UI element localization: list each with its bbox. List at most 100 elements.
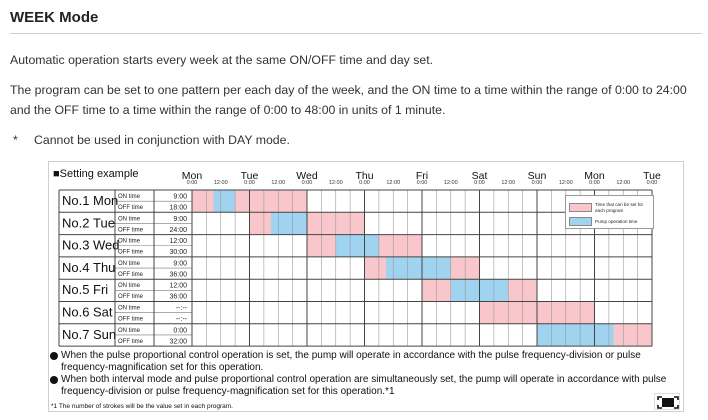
off-time-value: 24:00 bbox=[169, 227, 187, 234]
program-number: No.2 bbox=[62, 215, 89, 230]
hour-label: 0:00 bbox=[416, 180, 428, 186]
program-day: Sun bbox=[93, 327, 116, 342]
bullet-dot-icon bbox=[50, 376, 58, 384]
day-label: Wed bbox=[296, 170, 318, 182]
off-time-value: 36:00 bbox=[169, 271, 187, 278]
on-time-value: 0:00 bbox=[173, 327, 187, 334]
day-label: Thu bbox=[355, 170, 374, 182]
on-time-value: 9:00 bbox=[173, 216, 187, 223]
setting-example-figure: No.1 Mon ON time OFF time 9:00 18:00 No.2 Tue ON… bbox=[48, 161, 684, 412]
on-time-label: ON time bbox=[118, 261, 141, 267]
on-time-label: ON time bbox=[118, 194, 141, 200]
day-label: Fri bbox=[415, 170, 429, 182]
legend-item-operation: Pump operation time bbox=[569, 216, 653, 228]
day-label: Tue bbox=[643, 170, 661, 182]
program-day: Thu bbox=[93, 260, 115, 275]
on-time-label: ON time bbox=[118, 216, 141, 222]
off-time-label: OFF time bbox=[118, 250, 144, 256]
legend-operation-label: Pump operation time bbox=[595, 219, 638, 224]
legend-settable-label: Time that can be set for each program bbox=[595, 202, 644, 213]
bullet-dot-icon bbox=[50, 352, 58, 360]
program-number: No.6 bbox=[62, 305, 89, 320]
on-time-value: 12:00 bbox=[169, 238, 187, 245]
off-time-value: --:-- bbox=[176, 316, 188, 323]
hour-label: 0:00 bbox=[244, 180, 255, 186]
operation-swatch bbox=[569, 217, 592, 226]
program-day: Sat bbox=[93, 305, 113, 320]
hour-label: 0:00 bbox=[474, 180, 485, 186]
figure-title: ■Setting example bbox=[53, 168, 139, 180]
hour-label: 0:00 bbox=[301, 180, 313, 186]
day-label: Sun bbox=[527, 170, 547, 182]
program-day: Fri bbox=[93, 282, 108, 297]
operation-bar bbox=[213, 190, 236, 213]
hour-label: 0:00 bbox=[646, 180, 658, 186]
on-time-label: ON time bbox=[118, 283, 141, 289]
program-number: No.1 bbox=[62, 193, 89, 208]
off-time-label: OFF time bbox=[118, 294, 144, 300]
hour-label: 12:00 bbox=[616, 180, 631, 186]
program-day: Tue bbox=[93, 215, 115, 230]
off-time-label: OFF time bbox=[118, 272, 144, 278]
fullscreen-button[interactable] bbox=[654, 393, 680, 410]
bullet-item: When the pulse proportional control oper… bbox=[49, 350, 683, 374]
program-number: No.7 bbox=[62, 327, 89, 342]
hour-label: 0:00 bbox=[359, 180, 370, 186]
hour-label: 12:00 bbox=[443, 180, 458, 186]
intro-paragraph: Automatic operation starts every week at… bbox=[10, 53, 434, 67]
bullet-text: When the pulse proportional control oper… bbox=[61, 350, 641, 373]
hour-label: 0:00 bbox=[531, 180, 543, 186]
day-label: Mon bbox=[181, 170, 203, 182]
bullet-item: When both interval mode and pulse propor… bbox=[49, 374, 683, 398]
day-label: Tue bbox=[240, 170, 259, 182]
on-time-value: 9:00 bbox=[173, 260, 187, 267]
program-day: Mon bbox=[93, 193, 118, 208]
off-time-label: OFF time bbox=[118, 205, 144, 211]
day-label: Mon bbox=[584, 170, 605, 182]
program-day: Wed bbox=[93, 238, 120, 253]
title-divider bbox=[10, 33, 702, 34]
off-time-value: 30:00 bbox=[169, 249, 187, 256]
footnote: *1 The number of strokes will be the val… bbox=[51, 403, 233, 410]
range-paragraph: The program can be set to one pattern pe… bbox=[10, 83, 687, 117]
operation-bar bbox=[271, 212, 307, 235]
hour-label: 12:00 bbox=[501, 180, 516, 186]
legend-item-settable: Time that can be set for each program bbox=[569, 202, 653, 214]
on-time-value: 12:00 bbox=[169, 283, 187, 290]
fullscreen-icon bbox=[657, 396, 679, 409]
operation-bar bbox=[335, 234, 379, 257]
note-marker: * bbox=[13, 133, 18, 147]
off-time-value: 32:00 bbox=[169, 338, 187, 345]
note-text: Cannot be used in conjunction with DAY m… bbox=[34, 133, 290, 147]
bullet-text: When both interval mode and pulse propor… bbox=[61, 374, 667, 397]
operation-bar bbox=[537, 323, 614, 347]
off-time-label: OFF time bbox=[118, 339, 144, 345]
on-time-value: --:-- bbox=[176, 305, 188, 312]
page-title: WEEK Mode bbox=[10, 9, 99, 26]
day-label: Sat bbox=[471, 170, 488, 182]
settable-swatch bbox=[569, 203, 592, 212]
hour-label: 0:00 bbox=[589, 180, 600, 186]
on-time-label: ON time bbox=[118, 306, 141, 312]
hour-label: 12:00 bbox=[213, 180, 228, 186]
hour-label: 12:00 bbox=[271, 180, 286, 186]
on-time-value: 9:00 bbox=[173, 194, 187, 201]
program-number: No.5 bbox=[62, 282, 89, 297]
hour-label: 12:00 bbox=[558, 180, 573, 186]
chart-legend: Time that can be set for each program Pu… bbox=[565, 195, 654, 229]
hour-label: 12:00 bbox=[328, 180, 343, 186]
day-header-row: Mon Tue Wed Thu Fri Sat Sun Mon Tue 0:00 12:00 0:00… bbox=[49, 162, 683, 190]
program-number: No.3 bbox=[62, 238, 89, 253]
on-time-label: ON time bbox=[118, 239, 141, 245]
on-time-label: ON time bbox=[118, 328, 141, 334]
off-time-label: OFF time bbox=[118, 317, 144, 323]
hour-label: 0:00 bbox=[186, 180, 198, 186]
operation-bar bbox=[386, 256, 451, 280]
program-number: No.4 bbox=[62, 260, 89, 275]
off-time-value: 36:00 bbox=[169, 294, 187, 301]
off-time-label: OFF time bbox=[118, 227, 144, 233]
bullet-list: When the pulse proportional control oper… bbox=[49, 350, 683, 398]
hour-label: 12:00 bbox=[386, 180, 401, 186]
off-time-value: 18:00 bbox=[169, 205, 187, 212]
